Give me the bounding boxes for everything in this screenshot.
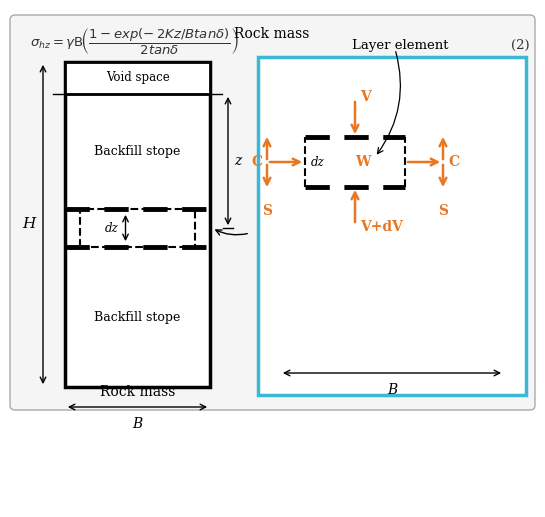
- Text: V+dV: V+dV: [360, 220, 403, 234]
- Bar: [80, 209, 195, 247]
- Text: Backfill stope: Backfill stope: [94, 311, 181, 324]
- Bar: [65, 62, 210, 387]
- FancyBboxPatch shape: [10, 15, 535, 410]
- Text: Void space: Void space: [106, 71, 169, 84]
- Text: z: z: [234, 154, 241, 168]
- Text: B: B: [132, 417, 143, 431]
- Text: S: S: [262, 204, 272, 218]
- Text: dz: dz: [311, 156, 325, 169]
- Text: S: S: [438, 204, 448, 218]
- Text: H: H: [22, 218, 35, 232]
- Text: (2): (2): [511, 39, 530, 52]
- Text: C: C: [448, 155, 459, 169]
- Text: W: W: [355, 155, 371, 169]
- Text: dz: dz: [105, 221, 118, 235]
- Text: Layer element: Layer element: [352, 39, 448, 52]
- Text: B: B: [387, 383, 397, 397]
- Text: V: V: [360, 90, 371, 104]
- Text: C: C: [251, 155, 262, 169]
- Bar: [258, 57, 526, 395]
- Text: Rock mass: Rock mass: [100, 385, 175, 399]
- Text: Rock mass: Rock mass: [234, 27, 310, 41]
- Text: $\sigma_{hz} = \gamma\mathrm{B}\!\left(\dfrac{1 - \mathit{exp}(-\,2Kz/Btan\delta: $\sigma_{hz} = \gamma\mathrm{B}\!\left(\…: [30, 27, 239, 57]
- Text: Backfill stope: Backfill stope: [94, 145, 181, 158]
- Bar: [65, 62, 210, 94]
